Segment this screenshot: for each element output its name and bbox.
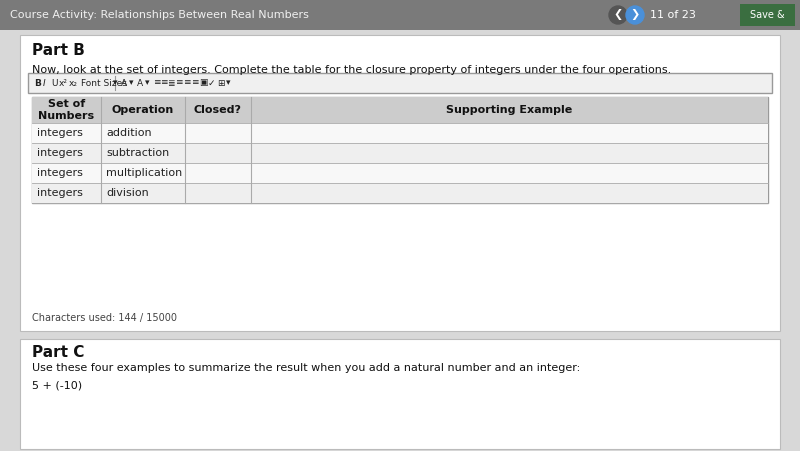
Text: 5 + (-10): 5 + (-10) — [32, 381, 82, 391]
Text: Course Activity: Relationships Between Real Numbers: Course Activity: Relationships Between R… — [10, 10, 309, 20]
Text: ❮: ❮ — [614, 9, 622, 20]
FancyBboxPatch shape — [32, 163, 768, 183]
FancyBboxPatch shape — [20, 339, 780, 449]
Circle shape — [626, 6, 644, 24]
Text: B: B — [34, 78, 41, 87]
Text: x²: x² — [59, 78, 68, 87]
Text: integers: integers — [37, 148, 83, 158]
Text: U: U — [51, 78, 58, 87]
Text: ≡: ≡ — [183, 78, 190, 87]
FancyBboxPatch shape — [20, 35, 780, 331]
Text: addition: addition — [106, 128, 152, 138]
Text: Set of
Numbers: Set of Numbers — [38, 99, 94, 121]
Text: Font Sizes: Font Sizes — [81, 78, 127, 87]
Text: ▣: ▣ — [199, 78, 207, 87]
Text: 11 of 23: 11 of 23 — [650, 10, 696, 20]
Text: ≡: ≡ — [153, 78, 161, 87]
Text: x₂: x₂ — [69, 78, 78, 87]
Text: Characters used: 144 / 15000: Characters used: 144 / 15000 — [32, 313, 177, 323]
Text: A: A — [121, 78, 127, 87]
Text: ≣: ≣ — [167, 78, 174, 87]
Text: Save &: Save & — [750, 10, 784, 20]
Text: subtraction: subtraction — [106, 148, 170, 158]
Text: ❯: ❯ — [630, 9, 640, 20]
Text: ✓: ✓ — [208, 78, 215, 87]
Text: integers: integers — [37, 168, 83, 178]
Text: Use these four examples to summarize the result when you add a natural number an: Use these four examples to summarize the… — [32, 363, 580, 373]
Text: multiplication: multiplication — [106, 168, 182, 178]
Text: Part B: Part B — [32, 43, 85, 58]
Text: Now, look at the set of integers. Complete the table for the closure property of: Now, look at the set of integers. Comple… — [32, 65, 671, 75]
Text: A: A — [137, 78, 143, 87]
Text: ▾: ▾ — [226, 78, 230, 87]
Text: Operation: Operation — [112, 105, 174, 115]
Text: Supporting Example: Supporting Example — [446, 105, 573, 115]
Text: ≡: ≡ — [175, 78, 182, 87]
Text: ▾: ▾ — [129, 78, 134, 87]
FancyBboxPatch shape — [740, 4, 795, 26]
Text: ≡: ≡ — [160, 78, 167, 87]
FancyBboxPatch shape — [32, 183, 768, 203]
Text: Closed?: Closed? — [194, 105, 242, 115]
Text: integers: integers — [37, 128, 83, 138]
Text: ▾: ▾ — [145, 78, 150, 87]
FancyBboxPatch shape — [0, 30, 800, 451]
Text: integers: integers — [37, 188, 83, 198]
Text: Part C: Part C — [32, 345, 84, 360]
Text: ⊞: ⊞ — [217, 78, 225, 87]
Text: ▾: ▾ — [113, 78, 118, 87]
FancyBboxPatch shape — [32, 143, 768, 163]
Text: ≡: ≡ — [191, 78, 198, 87]
Text: I: I — [43, 78, 46, 87]
FancyBboxPatch shape — [0, 0, 800, 30]
Circle shape — [609, 6, 627, 24]
FancyBboxPatch shape — [28, 73, 772, 93]
Text: division: division — [106, 188, 149, 198]
FancyBboxPatch shape — [32, 97, 768, 123]
FancyBboxPatch shape — [32, 97, 768, 203]
FancyBboxPatch shape — [32, 123, 768, 143]
